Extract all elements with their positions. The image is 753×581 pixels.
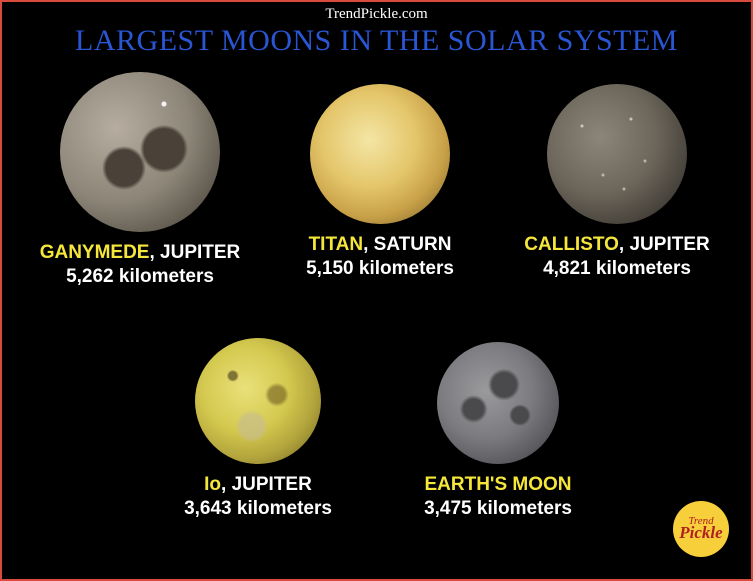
- moon-label: TITAN, SATURN: [270, 234, 490, 256]
- infographic-title: LARGEST MOONS IN THE SOLAR SYSTEM: [75, 24, 678, 58]
- moon-size: 3,475 kilometers: [388, 498, 608, 520]
- moon-planet: , JUPITER: [619, 234, 710, 255]
- moon-name: TITAN: [309, 234, 364, 255]
- source-credit: TrendPickle.com: [325, 6, 427, 23]
- moon-size: 3,643 kilometers: [148, 498, 368, 520]
- moon-label: CALLISTO, JUPITER: [507, 234, 727, 256]
- moon-name: Io: [204, 474, 221, 495]
- moon-entry-callisto: CALLISTO, JUPITER 4,821 kilometers: [507, 84, 727, 280]
- moon-planet: , SATURN: [363, 234, 451, 255]
- moon-image-earthmoon: [437, 342, 559, 464]
- moon-entry-ganymede: GANYMEDE, JUPITER 5,262 kilometers: [30, 72, 250, 288]
- moon-entry-titan: TITAN, SATURN 5,150 kilometers: [270, 84, 490, 280]
- moon-entry-io: Io, JUPITER 3,643 kilometers: [148, 338, 368, 520]
- moon-label: Io, JUPITER: [148, 474, 368, 496]
- logo-text-bottom: Pickle: [679, 526, 722, 540]
- moon-image-io: [195, 338, 321, 464]
- moon-entry-earthmoon: EARTH'S MOON 3,475 kilometers: [388, 342, 608, 520]
- moon-image-ganymede: [60, 72, 220, 232]
- moon-name: GANYMEDE: [40, 242, 150, 263]
- moon-label: GANYMEDE, JUPITER: [30, 242, 250, 264]
- moon-image-callisto: [547, 84, 687, 224]
- moon-planet: , JUPITER: [149, 242, 240, 263]
- moon-label: EARTH'S MOON: [388, 474, 608, 496]
- moon-size: 5,262 kilometers: [30, 266, 250, 288]
- moon-name: EARTH'S MOON: [424, 474, 571, 495]
- moon-name: CALLISTO: [524, 234, 619, 255]
- trendpickle-logo: Trend Pickle: [673, 501, 729, 557]
- moon-size: 5,150 kilometers: [270, 258, 490, 280]
- moon-size: 4,821 kilometers: [507, 258, 727, 280]
- moon-image-titan: [310, 84, 450, 224]
- moon-planet: , JUPITER: [221, 474, 312, 495]
